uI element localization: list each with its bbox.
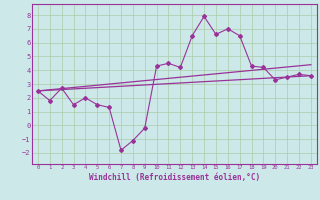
X-axis label: Windchill (Refroidissement éolien,°C): Windchill (Refroidissement éolien,°C) <box>89 173 260 182</box>
